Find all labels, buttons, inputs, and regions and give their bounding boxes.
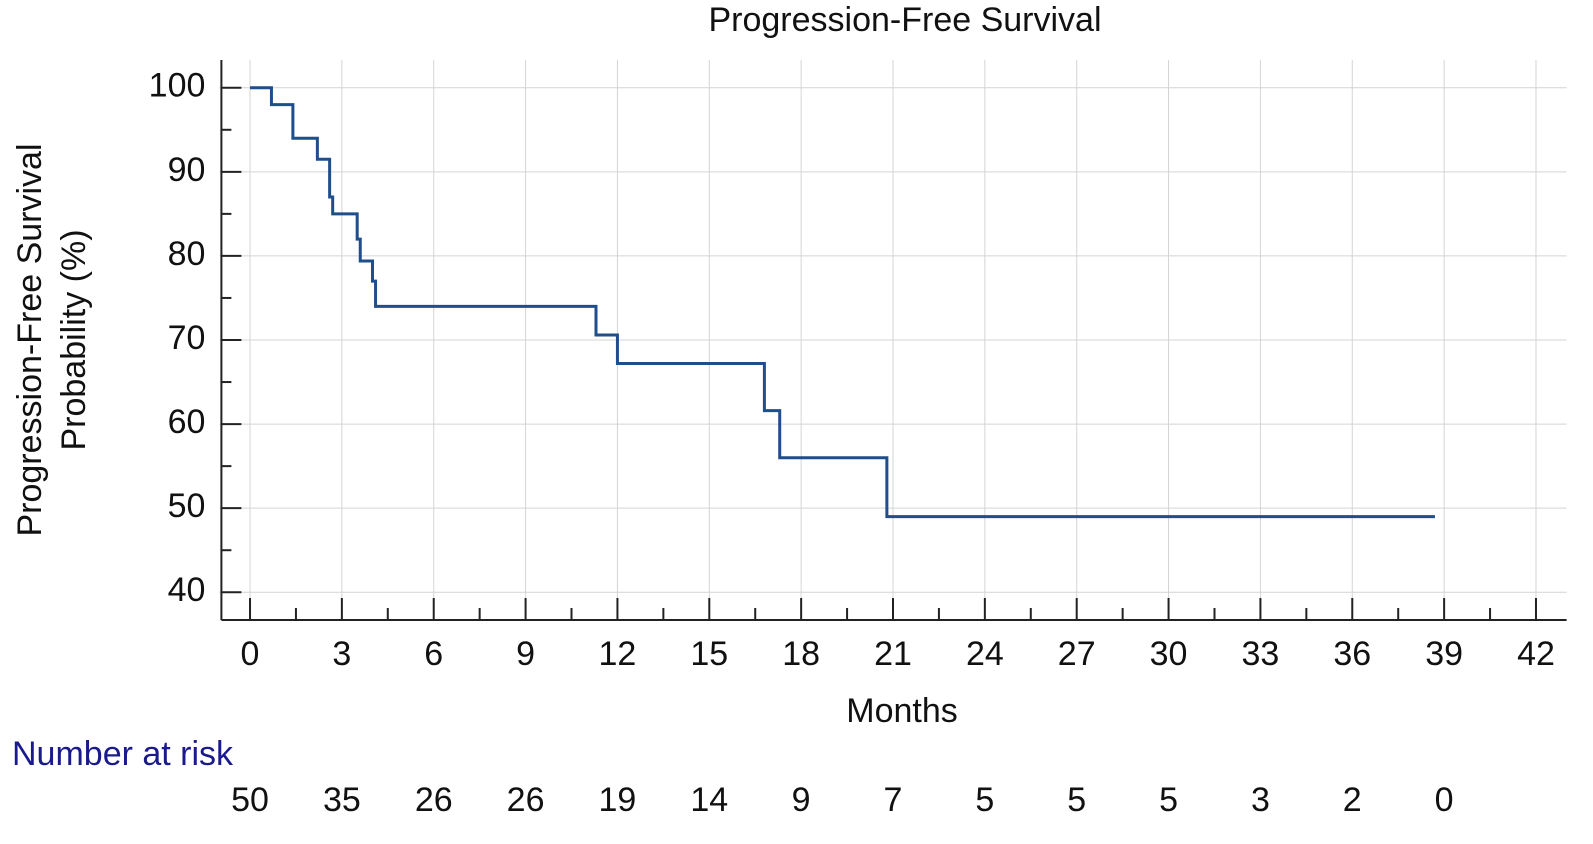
y-axis-label-line: Progression-Free Survival [11, 143, 49, 536]
y-axis-label: Progression-Free Survival Probability (%… [11, 143, 93, 536]
x-tick-label: 6 [424, 635, 443, 673]
risk-count: 5 [1159, 781, 1178, 819]
x-tick-label: 33 [1242, 635, 1280, 673]
chart-title: Progression-Free Survival [708, 1, 1101, 39]
y-tick-label: 80 [168, 235, 206, 273]
survival-curve [250, 86, 1435, 519]
x-tick-label: 3 [332, 635, 351, 673]
x-tick-label: 39 [1425, 635, 1463, 673]
risk-count: 26 [507, 781, 545, 819]
y-tick-label: 70 [168, 319, 206, 357]
risk-count: 7 [884, 781, 903, 819]
x-tick-label: 36 [1333, 635, 1371, 673]
y-tick-label: 90 [168, 151, 206, 189]
y-tick-label: 100 [149, 67, 206, 105]
risk-count: 50 [231, 781, 269, 819]
risk-count: 35 [323, 781, 361, 819]
x-tick-label: 15 [690, 635, 728, 673]
y-tick-label: 50 [168, 487, 206, 525]
x-axis-label: Months [846, 692, 958, 730]
x-tick-label: 18 [782, 635, 820, 673]
x-tick-label: 0 [241, 635, 260, 673]
risk-count: 2 [1343, 781, 1362, 819]
risk-table-title: Number at risk [12, 735, 234, 773]
risk-count: 5 [975, 781, 994, 819]
x-tick-label: 12 [599, 635, 637, 673]
x-tick-label: 30 [1150, 635, 1188, 673]
x-tick-label: 27 [1058, 635, 1096, 673]
risk-count: 26 [415, 781, 453, 819]
y-tick-label: 60 [168, 403, 206, 441]
risk-count: 14 [690, 781, 728, 819]
y-axis-label-line: Probability (%) [55, 229, 93, 450]
y-tick-label: 40 [168, 571, 206, 609]
risk-count: 19 [599, 781, 637, 819]
x-tick-label: 9 [516, 635, 535, 673]
risk-count: 5 [1067, 781, 1086, 819]
risk-count: 0 [1435, 781, 1454, 819]
x-tick-label: 21 [874, 635, 912, 673]
x-tick-label: 42 [1517, 635, 1555, 673]
risk-count: 9 [792, 781, 811, 819]
x-tick-label: 24 [966, 635, 1004, 673]
risk-count: 3 [1251, 781, 1270, 819]
